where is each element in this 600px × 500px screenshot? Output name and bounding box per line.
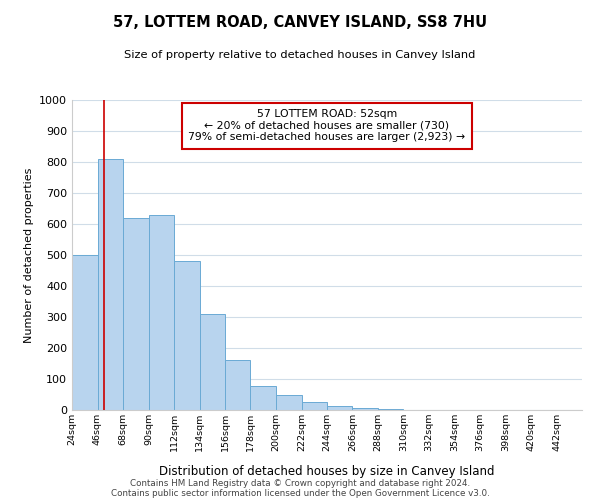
X-axis label: Distribution of detached houses by size in Canvey Island: Distribution of detached houses by size … <box>159 465 495 478</box>
Bar <box>97 159 123 410</box>
Bar <box>149 214 174 410</box>
Bar <box>251 386 276 410</box>
Bar <box>72 255 97 410</box>
Text: 57 LOTTEM ROAD: 52sqm
← 20% of detached houses are smaller (730)
79% of semi-det: 57 LOTTEM ROAD: 52sqm ← 20% of detached … <box>188 110 466 142</box>
Text: Contains HM Land Registry data © Crown copyright and database right 2024.: Contains HM Land Registry data © Crown c… <box>130 478 470 488</box>
Text: Size of property relative to detached houses in Canvey Island: Size of property relative to detached ho… <box>124 50 476 60</box>
Text: 57, LOTTEM ROAD, CANVEY ISLAND, SS8 7HU: 57, LOTTEM ROAD, CANVEY ISLAND, SS8 7HU <box>113 15 487 30</box>
Y-axis label: Number of detached properties: Number of detached properties <box>23 168 34 342</box>
Bar <box>199 314 225 410</box>
Bar <box>327 406 352 410</box>
Bar <box>174 261 199 410</box>
Bar <box>225 360 251 410</box>
Bar <box>378 409 403 410</box>
Bar <box>352 408 378 410</box>
Bar <box>276 396 302 410</box>
Bar <box>302 402 327 410</box>
Text: Contains public sector information licensed under the Open Government Licence v3: Contains public sector information licen… <box>110 488 490 498</box>
Bar <box>123 218 149 410</box>
